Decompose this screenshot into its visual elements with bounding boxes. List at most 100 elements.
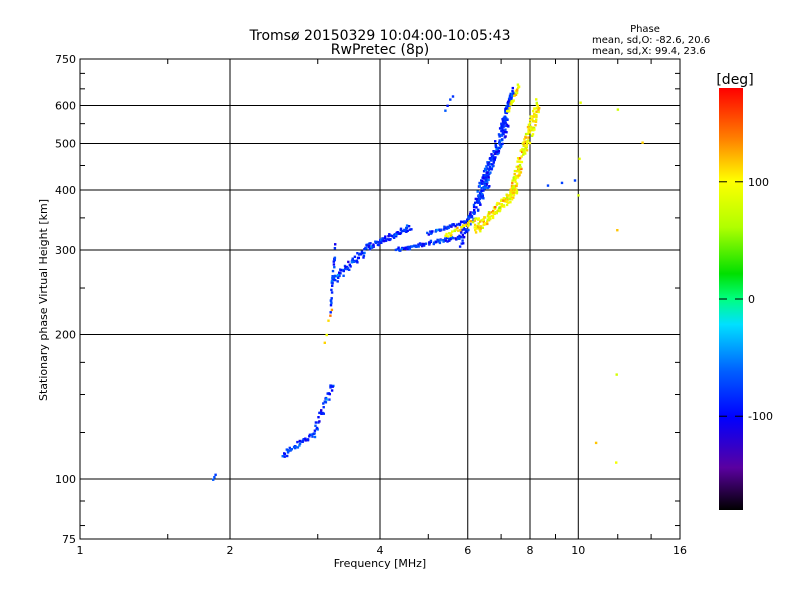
scatter-point xyxy=(304,439,307,442)
colorbar-label: [deg] xyxy=(716,72,753,88)
scatter-point xyxy=(324,401,328,404)
scatter-point xyxy=(507,201,510,204)
scatter-point xyxy=(535,107,538,110)
scatter-point xyxy=(445,232,448,236)
scatter-point xyxy=(464,230,468,233)
scatter-point xyxy=(436,228,439,232)
scatter-point xyxy=(496,201,499,205)
scatter-point xyxy=(323,341,326,344)
chart-subtitle: RwPretec (8p) xyxy=(331,42,429,58)
scatter-point xyxy=(615,461,618,464)
scatter-point xyxy=(506,198,509,201)
scatter-point xyxy=(489,171,492,174)
scatter-point xyxy=(516,176,520,179)
scatter-point xyxy=(520,167,523,171)
scatter-point xyxy=(479,182,482,185)
scatter-point xyxy=(417,245,420,248)
scatter-point xyxy=(450,233,453,237)
scatter-point xyxy=(473,209,476,212)
scatter-point xyxy=(458,234,461,238)
scatter-point xyxy=(492,209,495,213)
scatter-point xyxy=(460,231,463,234)
scatter-point xyxy=(324,396,328,400)
scatter-point xyxy=(526,126,530,129)
scatter-point xyxy=(481,180,484,183)
scatter-point xyxy=(322,402,325,405)
scatter-point xyxy=(472,203,476,207)
scatter-point xyxy=(502,124,505,128)
scatter-point xyxy=(405,226,409,230)
scatter-point xyxy=(405,224,409,227)
scatter-point xyxy=(536,104,540,107)
scatter-point xyxy=(339,268,342,271)
scatter-point xyxy=(509,100,512,103)
scatter-point xyxy=(470,214,473,218)
scatter-point xyxy=(493,207,497,211)
scatter-point xyxy=(329,311,332,314)
scatter-point xyxy=(500,199,503,202)
scatter-point xyxy=(475,225,478,228)
scatter-point xyxy=(486,161,489,164)
scatter-point xyxy=(462,226,465,229)
scatter-point xyxy=(213,476,216,479)
scatter-point xyxy=(389,234,393,237)
scatter-point xyxy=(315,426,319,430)
scatter-point xyxy=(486,167,489,170)
scatter-point xyxy=(475,217,478,220)
scatter-point xyxy=(330,384,333,387)
scatter-point xyxy=(334,278,337,282)
scatter-point xyxy=(532,126,536,130)
scatter-point xyxy=(503,200,506,203)
x-tick-label: 4 xyxy=(377,544,384,557)
scatter-point xyxy=(446,104,449,107)
scatter-point xyxy=(476,201,480,204)
scatter-point xyxy=(311,435,314,438)
scatter-point xyxy=(525,146,528,149)
scatter-point xyxy=(395,235,398,238)
scatter-point xyxy=(535,115,538,118)
scatter-point xyxy=(454,237,457,240)
scatter-point xyxy=(512,196,515,199)
scatter-point xyxy=(508,107,511,110)
scatter-point xyxy=(406,229,409,232)
scatter-point xyxy=(491,156,494,160)
scatter-point xyxy=(513,173,516,176)
scatter-point xyxy=(533,112,536,116)
scatter-point xyxy=(463,221,466,224)
x-tick-label: 10 xyxy=(571,544,585,557)
scatter-point xyxy=(615,373,618,376)
scatter-point xyxy=(531,118,534,121)
scatter-point xyxy=(522,153,525,156)
scatter-point xyxy=(369,245,373,248)
scatter-point xyxy=(474,231,478,234)
scatter-point xyxy=(433,241,436,244)
scatter-point xyxy=(511,191,514,194)
grid xyxy=(80,59,680,539)
scatter-point xyxy=(477,217,480,220)
scatter-point xyxy=(513,187,516,190)
scatter-point xyxy=(462,224,465,227)
scatter-point xyxy=(504,116,507,119)
scatter-point xyxy=(528,141,532,145)
scatter-point xyxy=(344,266,347,269)
scatter-point xyxy=(528,130,532,134)
y-tick-label: 300 xyxy=(55,244,76,257)
scatter-point xyxy=(530,134,534,137)
scatter-point xyxy=(330,279,334,283)
scatter-point xyxy=(480,219,483,222)
phase-info-x: mean, sd,X: 99.4, 23.6 xyxy=(592,46,706,57)
scatter-point xyxy=(391,234,394,238)
scatter-point xyxy=(532,120,535,123)
scatter-point xyxy=(492,161,495,164)
scatter-point xyxy=(434,241,438,244)
scatter-point xyxy=(502,129,505,132)
scatter-point xyxy=(560,181,564,185)
scatter-point xyxy=(372,243,375,246)
scatter-point xyxy=(407,225,411,228)
scatter-point xyxy=(443,228,446,231)
scatter-point xyxy=(491,154,495,157)
scatter-point xyxy=(497,151,500,155)
scatter-point xyxy=(482,176,485,179)
scatter-point xyxy=(535,118,538,121)
scatter-point xyxy=(419,243,423,246)
